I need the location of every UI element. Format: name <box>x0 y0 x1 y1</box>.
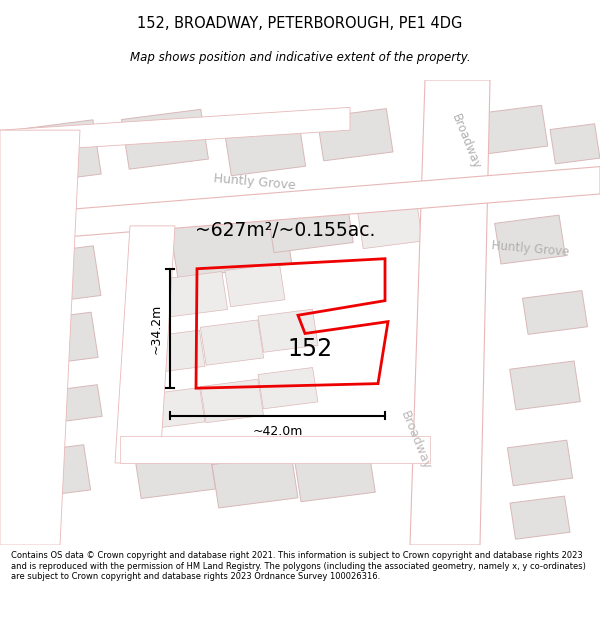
Polygon shape <box>508 440 572 486</box>
Polygon shape <box>523 291 587 334</box>
Text: Broadway: Broadway <box>449 112 483 172</box>
Polygon shape <box>0 107 350 153</box>
Text: Contains OS data © Crown copyright and database right 2021. This information is : Contains OS data © Crown copyright and d… <box>11 551 586 581</box>
Polygon shape <box>295 451 375 502</box>
Text: Huntly Grove: Huntly Grove <box>491 239 569 259</box>
Polygon shape <box>12 312 98 368</box>
Polygon shape <box>225 264 285 307</box>
Polygon shape <box>0 120 101 186</box>
Polygon shape <box>358 203 422 249</box>
Polygon shape <box>420 218 480 261</box>
Text: Map shows position and indicative extent of the property.: Map shows position and indicative extent… <box>130 51 470 64</box>
Polygon shape <box>9 246 101 306</box>
Text: ~42.0m: ~42.0m <box>253 424 302 438</box>
Polygon shape <box>0 167 600 242</box>
Polygon shape <box>267 196 353 252</box>
Polygon shape <box>120 436 430 463</box>
Polygon shape <box>224 121 305 176</box>
Polygon shape <box>550 124 600 164</box>
Polygon shape <box>258 368 318 409</box>
Polygon shape <box>494 215 565 264</box>
Text: ~34.2m: ~34.2m <box>149 303 163 354</box>
Polygon shape <box>115 226 175 463</box>
Polygon shape <box>134 446 215 499</box>
Polygon shape <box>410 80 490 545</box>
Text: Huntly Grove: Huntly Grove <box>214 172 296 192</box>
Polygon shape <box>48 385 102 423</box>
Polygon shape <box>168 201 292 279</box>
Polygon shape <box>317 109 393 161</box>
Polygon shape <box>472 106 548 155</box>
Polygon shape <box>0 130 80 545</box>
Polygon shape <box>258 309 318 352</box>
Text: 152, BROADWAY, PETERBOROUGH, PE1 4DG: 152, BROADWAY, PETERBOROUGH, PE1 4DG <box>137 16 463 31</box>
Text: Broadway: Broadway <box>397 409 433 471</box>
Polygon shape <box>212 454 298 508</box>
Polygon shape <box>200 320 263 365</box>
Polygon shape <box>509 361 580 410</box>
Text: 152: 152 <box>287 337 332 361</box>
Text: ~627m²/~0.155ac.: ~627m²/~0.155ac. <box>195 221 376 240</box>
Polygon shape <box>510 496 570 539</box>
Polygon shape <box>163 271 227 317</box>
Polygon shape <box>145 388 205 429</box>
Polygon shape <box>10 445 91 499</box>
Polygon shape <box>145 330 205 373</box>
Polygon shape <box>122 109 208 169</box>
Polygon shape <box>200 379 263 423</box>
